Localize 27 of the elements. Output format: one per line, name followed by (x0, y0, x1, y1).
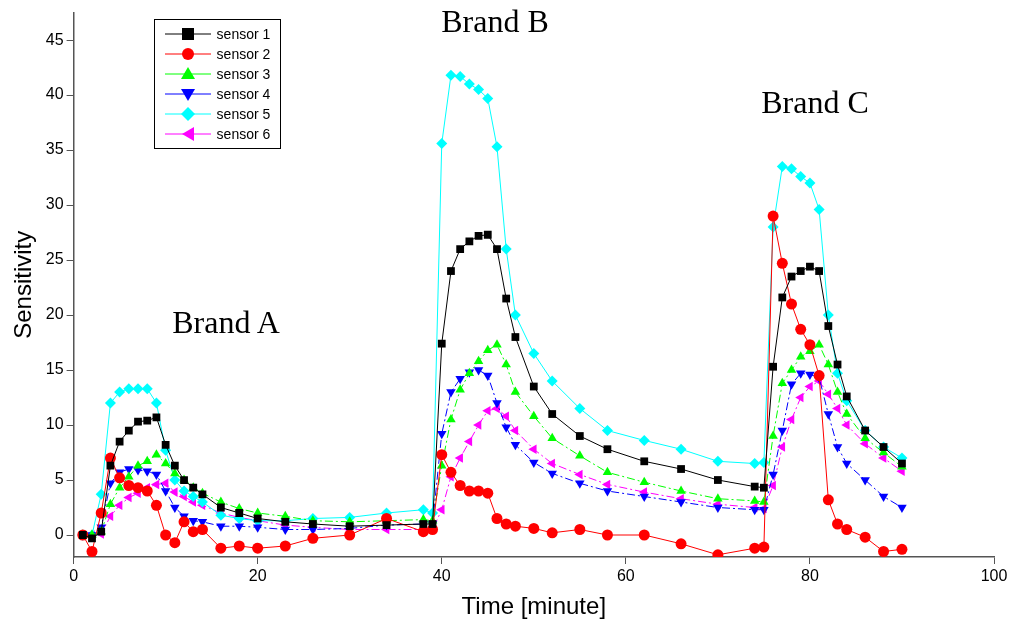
legend-label: sensor 3 (216, 64, 271, 84)
y-tick-label: 0 (54, 525, 64, 543)
y-axis-title: Sensitivity (9, 230, 37, 339)
y-tick-label: 45 (45, 30, 64, 48)
x-tick-label: 60 (616, 567, 635, 585)
x-tick-label: 0 (69, 567, 79, 585)
x-tick-label: 40 (432, 567, 451, 585)
y-tick-label: 10 (45, 415, 64, 433)
y-tick-label: 5 (54, 470, 64, 488)
y-tick-label: 40 (45, 85, 64, 103)
y-tick-label: 30 (45, 195, 64, 213)
x-axis-title: Time [minute] (461, 592, 607, 620)
annotation: Brand C (761, 84, 869, 121)
x-tick-label: 20 (248, 567, 267, 585)
legend-label: sensor 1 (216, 24, 271, 44)
x-tick-label: 100 (980, 567, 1008, 585)
y-tick-label: 25 (45, 250, 64, 268)
y-tick-label: 20 (45, 305, 64, 323)
legend-label: sensor 4 (216, 84, 271, 104)
y-tick-label: 15 (45, 360, 64, 378)
legend-label: sensor 6 (216, 124, 271, 144)
y-tick-label: 35 (45, 140, 64, 158)
x-tick-label: 80 (801, 567, 819, 585)
annotation: Brand A (172, 304, 280, 341)
legend-label: sensor 2 (216, 44, 271, 64)
annotation: Brand B (441, 3, 549, 40)
legend-label: sensor 5 (216, 104, 271, 124)
